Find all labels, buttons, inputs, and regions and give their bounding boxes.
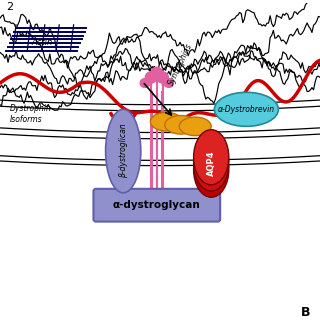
Circle shape (140, 79, 149, 87)
Circle shape (145, 72, 157, 83)
Text: α-Dystrobrevin: α-Dystrobrevin (218, 105, 275, 114)
Circle shape (164, 79, 173, 87)
Text: α-dystroglycan: α-dystroglycan (113, 200, 201, 210)
Text: AQP4: AQP4 (207, 151, 216, 176)
Text: Actin: Actin (31, 38, 52, 47)
FancyBboxPatch shape (93, 189, 220, 222)
Text: Dystrophin
Isoforms: Dystrophin Isoforms (10, 104, 52, 124)
Ellipse shape (194, 130, 229, 185)
Circle shape (151, 67, 163, 78)
Ellipse shape (150, 112, 182, 131)
Ellipse shape (214, 92, 278, 126)
Text: Laminin-2: Laminin-2 (115, 195, 153, 204)
Text: 2: 2 (6, 2, 13, 12)
Ellipse shape (165, 116, 197, 134)
Ellipse shape (106, 109, 141, 193)
Ellipse shape (179, 117, 211, 136)
Text: Syntrophins: Syntrophins (166, 42, 194, 87)
Text: β-dystroglican: β-dystroglican (119, 124, 128, 178)
Text: B: B (301, 306, 310, 319)
Circle shape (157, 72, 168, 83)
Ellipse shape (194, 136, 229, 191)
Ellipse shape (194, 142, 229, 197)
